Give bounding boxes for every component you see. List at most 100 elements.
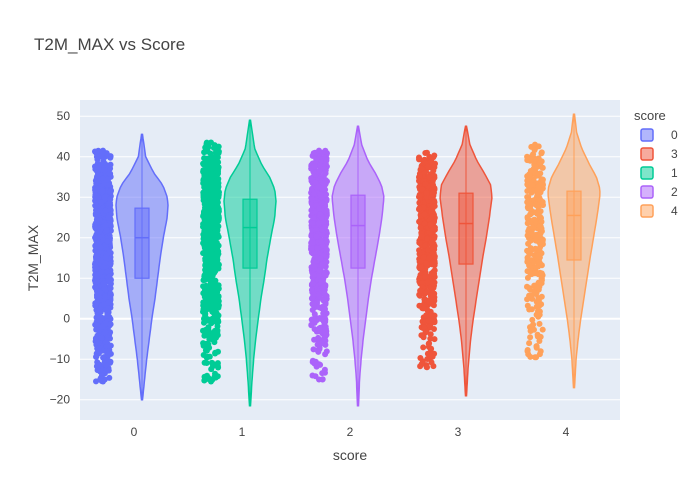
- data-point: [93, 278, 100, 285]
- data-point: [93, 216, 100, 223]
- data-point: [201, 149, 208, 156]
- data-point: [100, 280, 107, 287]
- data-point: [524, 348, 531, 355]
- data-point: [538, 228, 545, 235]
- data-point: [92, 148, 98, 155]
- data-point: [323, 238, 330, 245]
- data-point: [92, 321, 99, 328]
- data-point: [537, 223, 544, 230]
- data-point: [416, 205, 423, 212]
- data-point: [533, 311, 540, 318]
- data-point: [308, 287, 315, 293]
- box-iqr: [458, 192, 474, 265]
- violin-group-4: [524, 113, 601, 389]
- data-point: [309, 245, 316, 252]
- data-point: [427, 352, 434, 359]
- violin-group-0: [92, 133, 169, 401]
- legend-item-2[interactable]: 2: [640, 185, 678, 199]
- y-tick-label: 50: [57, 109, 71, 123]
- data-point: [537, 208, 544, 215]
- data-point: [99, 187, 106, 194]
- data-point: [528, 182, 535, 189]
- data-point: [215, 248, 222, 255]
- data-point: [316, 162, 323, 169]
- legend-item-1[interactable]: 1: [640, 166, 678, 180]
- data-point: [201, 359, 208, 366]
- data-point: [208, 175, 215, 182]
- data-point: [102, 329, 109, 336]
- data-point: [537, 188, 544, 195]
- data-point: [212, 317, 219, 324]
- data-point: [532, 163, 539, 170]
- data-point: [202, 261, 209, 268]
- data-point: [310, 263, 317, 269]
- data-point: [427, 335, 434, 342]
- data-point: [526, 250, 532, 256]
- data-point: [424, 163, 431, 170]
- violin-group-1: [200, 119, 277, 407]
- x-tick-label: 2: [347, 425, 354, 439]
- data-point: [534, 284, 541, 291]
- data-point: [315, 348, 322, 355]
- data-point: [416, 177, 422, 184]
- legend-item-3[interactable]: 3: [640, 147, 678, 161]
- data-point: [422, 181, 429, 187]
- data-point: [317, 191, 324, 198]
- data-point: [311, 163, 318, 170]
- box-iqr: [566, 190, 582, 261]
- data-point: [103, 162, 109, 169]
- data-point: [316, 167, 323, 174]
- data-point: [430, 245, 437, 252]
- y-tick-label: 30: [57, 190, 71, 204]
- data-point: [308, 233, 315, 239]
- data-point: [423, 260, 430, 267]
- legend-item-0[interactable]: 0: [640, 128, 678, 142]
- legend[interactable]: score 0 3 1 2 4: [634, 108, 678, 218]
- data-point: [100, 301, 107, 308]
- data-point: [102, 293, 109, 300]
- data-point: [201, 315, 207, 322]
- data-point: [417, 172, 423, 179]
- data-point: [207, 192, 214, 199]
- legend-label: 0: [671, 128, 678, 142]
- chart-title: T2M_MAX vs Score: [34, 35, 185, 54]
- data-point: [416, 239, 423, 246]
- data-point: [107, 285, 114, 292]
- data-point: [421, 211, 428, 218]
- data-point: [524, 214, 531, 221]
- data-point: [417, 287, 424, 294]
- data-point: [107, 153, 114, 160]
- data-point: [202, 241, 209, 248]
- data-point: [104, 312, 111, 319]
- data-point: [95, 185, 102, 192]
- data-point: [416, 218, 423, 225]
- data-point: [211, 309, 218, 316]
- data-point: [424, 235, 430, 242]
- y-tick-label: −20: [50, 393, 71, 407]
- data-point: [420, 254, 427, 261]
- data-point: [107, 342, 114, 349]
- data-point: [204, 291, 211, 298]
- data-point: [212, 149, 219, 156]
- data-point: [209, 294, 216, 300]
- data-point: [95, 172, 101, 179]
- data-point: [209, 163, 216, 170]
- data-point: [317, 255, 324, 262]
- x-tick-label: 0: [131, 425, 138, 439]
- data-point: [106, 350, 112, 357]
- legend-item-4[interactable]: 4: [640, 204, 678, 218]
- data-point: [106, 374, 113, 381]
- data-point: [524, 153, 531, 160]
- data-point: [538, 149, 545, 156]
- data-point: [430, 225, 437, 232]
- data-point: [531, 326, 537, 333]
- data-point: [427, 331, 434, 338]
- data-point: [323, 348, 330, 355]
- data-point: [95, 345, 102, 351]
- data-point: [526, 340, 533, 347]
- violin-group-3: [416, 125, 493, 397]
- data-point: [320, 218, 327, 225]
- data-point: [107, 221, 114, 228]
- data-point: [203, 178, 210, 185]
